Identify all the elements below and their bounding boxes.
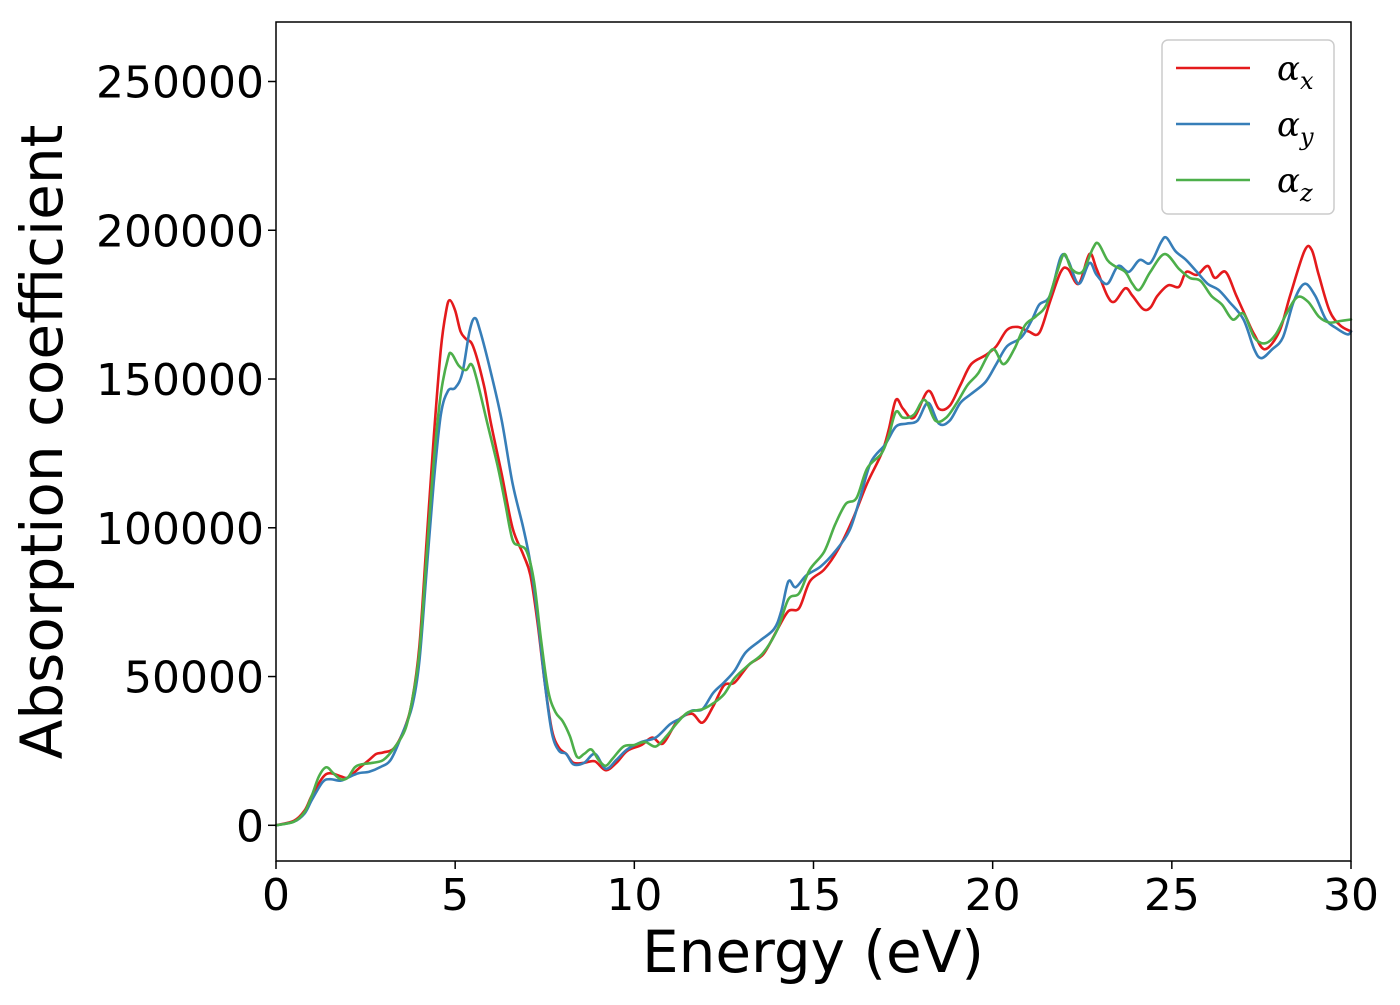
x-tick-label: 5 xyxy=(441,870,469,921)
legend-items: αx αy αz xyxy=(1176,49,1314,207)
legend-label-z: αz xyxy=(1277,161,1313,207)
y-tick-label: 0 xyxy=(236,801,264,852)
y-tick-label: 200000 xyxy=(96,206,264,257)
legend-label-x: αx xyxy=(1277,49,1314,95)
y-tick-label: 150000 xyxy=(96,355,264,406)
x-tick-label: 15 xyxy=(786,870,842,921)
ticks-layer: 0 5 10 15 20 25 30 0 50000 100000 150000 200000 2500… xyxy=(96,58,1379,921)
series-line-y xyxy=(274,235,1353,827)
x-tick-label: 30 xyxy=(1323,870,1379,921)
legend-box xyxy=(1161,39,1335,215)
x-tick-label: 20 xyxy=(965,870,1021,921)
y-tick-label: 100000 xyxy=(96,504,264,555)
legend-label-y: αy xyxy=(1277,105,1314,151)
series-layer xyxy=(274,235,1353,827)
y-tick-label: 50000 xyxy=(124,653,264,704)
legend: αx αy αz xyxy=(1161,39,1335,215)
series-line-x xyxy=(274,244,1353,827)
y-tick-label: 250000 xyxy=(96,58,264,109)
x-axis-title: Energy (eV) xyxy=(642,918,984,986)
x-tick-label: 25 xyxy=(1144,870,1200,921)
series-line-z xyxy=(274,241,1353,827)
y-axis-title: Absorption coefficient xyxy=(8,125,76,760)
x-tick-label: 10 xyxy=(606,870,662,921)
x-tick-label: 0 xyxy=(262,870,290,921)
